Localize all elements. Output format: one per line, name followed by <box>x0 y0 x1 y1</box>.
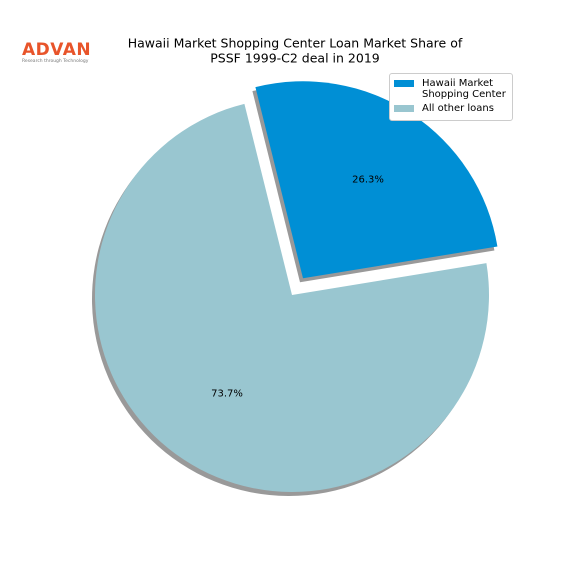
pie-slice <box>95 103 489 493</box>
chart-title: Hawaii Market Shopping Center Loan Marke… <box>128 36 463 51</box>
legend: Hawaii Market Shopping Center All other l… <box>389 73 513 121</box>
value-label: 73.7% <box>211 389 243 400</box>
pie-slice <box>255 81 498 279</box>
logo-tagline: Research through Technology <box>22 59 89 64</box>
legend-swatch <box>394 80 414 87</box>
legend-swatch <box>394 105 414 112</box>
legend-label: All other loans <box>422 103 494 114</box>
legend-label: Hawaii Market Shopping Center <box>422 78 506 100</box>
legend-entry: All other loans <box>394 103 508 114</box>
logo-name: ADVAN <box>22 40 92 60</box>
logo: ADVAN Research through Technology <box>22 42 91 65</box>
chart-title: PSSF 1999-C2 deal in 2019 <box>210 51 380 66</box>
legend-entry: Hawaii Market Shopping Center <box>394 78 508 100</box>
value-label: 26.3% <box>352 175 384 186</box>
